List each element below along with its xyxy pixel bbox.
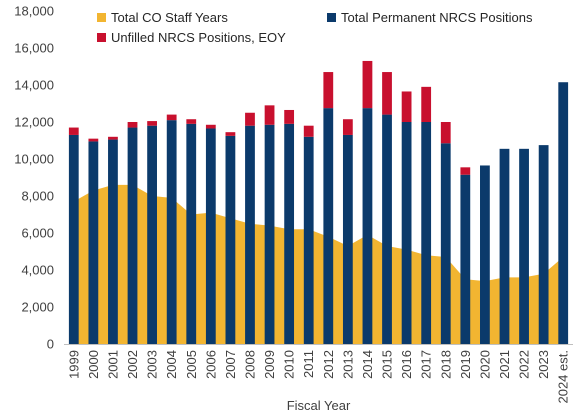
x-tick-label: 2002 xyxy=(125,350,140,379)
bar-unfilled-positions xyxy=(382,72,392,115)
bar-permanent-positions xyxy=(205,128,216,344)
y-tick-label: 10,000 xyxy=(14,152,54,167)
x-tick-label: 2016 xyxy=(399,350,414,379)
x-tick-label: 2020 xyxy=(477,350,492,379)
bar-permanent-positions xyxy=(88,141,99,344)
bar-permanent-positions xyxy=(421,122,432,344)
legend-label: Unfilled NRCS Positions, EOY xyxy=(111,30,286,45)
bar-unfilled-positions xyxy=(303,125,314,137)
x-tick-label: 2012 xyxy=(321,350,336,379)
x-tick-label: 2024 est. xyxy=(556,350,571,404)
x-tick-label: 2007 xyxy=(223,350,238,379)
bar-permanent-positions xyxy=(245,125,255,344)
bar-permanent-positions xyxy=(127,127,138,344)
x-tick-label: 2011 xyxy=(301,350,316,378)
legend-label: Total Permanent NRCS Positions xyxy=(341,10,533,25)
y-tick-label: 18,000 xyxy=(14,4,54,19)
bar-permanent-positions xyxy=(323,108,334,344)
y-tick-label: 2,000 xyxy=(21,300,54,315)
legend: Total CO Staff Years Total Permanent NRCS… xyxy=(97,10,533,45)
bar-unfilled-positions xyxy=(440,122,451,144)
x-tick-label: 2021 xyxy=(497,350,512,379)
x-tick-label: 2010 xyxy=(282,350,297,379)
x-tick-label: 2009 xyxy=(262,350,277,379)
bar-unfilled-positions xyxy=(323,72,334,109)
legend-label: Total CO Staff Years xyxy=(111,10,228,25)
bar-unfilled-positions xyxy=(284,109,295,124)
bar-permanent-positions xyxy=(382,114,392,344)
x-axis-ticks: 1999 2000 2001 2002 2003 2004 2005 2006 2007 2008… xyxy=(66,350,570,404)
bar-unfilled-positions xyxy=(362,60,373,109)
bar-permanent-positions xyxy=(401,122,412,344)
bar-unfilled-positions xyxy=(205,124,216,129)
bar-permanent-positions xyxy=(264,124,275,345)
y-tick-label: 6,000 xyxy=(21,226,54,241)
bar-unfilled-positions xyxy=(108,136,118,140)
y-tick-label: 14,000 xyxy=(14,78,54,93)
x-tick-label: 2003 xyxy=(145,350,160,379)
bar-permanent-positions xyxy=(225,135,236,344)
bar-unfilled-positions xyxy=(225,132,236,136)
bar-permanent-positions xyxy=(108,139,118,344)
x-tick-label: 2014 xyxy=(360,350,375,379)
x-tick-label: 2017 xyxy=(419,350,434,379)
bar-permanent-positions xyxy=(186,123,197,344)
legend-swatch xyxy=(97,33,106,42)
x-tick-label: 2018 xyxy=(438,350,453,379)
bar-unfilled-positions xyxy=(421,86,432,122)
bar-unfilled-positions xyxy=(342,119,353,135)
bar-series xyxy=(68,60,569,345)
x-tick-label: 2001 xyxy=(105,350,120,379)
x-tick-label: 2022 xyxy=(517,350,532,379)
x-tick-label: 2000 xyxy=(86,350,101,379)
x-tick-label: 2013 xyxy=(340,350,355,379)
bar-unfilled-positions xyxy=(166,114,177,121)
bar-unfilled-positions xyxy=(460,167,471,175)
bar-unfilled-positions xyxy=(264,105,275,125)
x-tick-label: 1999 xyxy=(66,350,81,379)
x-tick-label: 2006 xyxy=(203,350,218,379)
bar-unfilled-positions xyxy=(127,122,138,128)
bar-permanent-positions xyxy=(440,143,451,344)
bar-permanent-positions xyxy=(558,82,569,344)
y-tick-label: 8,000 xyxy=(21,189,54,204)
x-tick-label: 2004 xyxy=(164,350,179,379)
bar-permanent-positions xyxy=(68,134,79,344)
bar-unfilled-positions xyxy=(401,91,412,122)
bar-permanent-positions xyxy=(147,125,157,344)
y-tick-label: 12,000 xyxy=(14,115,54,130)
bar-permanent-positions xyxy=(538,145,549,344)
bar-unfilled-positions xyxy=(68,127,79,135)
bar-unfilled-positions xyxy=(245,112,255,126)
x-tick-label: 2008 xyxy=(242,350,257,379)
y-tick-label: 4,000 xyxy=(21,263,54,278)
bar-permanent-positions xyxy=(166,120,177,345)
x-axis-title: Fiscal Year xyxy=(287,398,351,413)
x-tick-label: 2005 xyxy=(184,350,199,379)
y-tick-label: 0 xyxy=(47,337,54,352)
bar-permanent-positions xyxy=(342,134,353,344)
x-tick-label: 2019 xyxy=(458,350,473,379)
bar-unfilled-positions xyxy=(147,121,157,126)
y-axis-ticks: 0 2,000 4,000 6,000 8,000 10,000 12,000 14,000 1… xyxy=(14,4,54,352)
bar-permanent-positions xyxy=(284,123,295,344)
bar-permanent-positions xyxy=(480,165,490,344)
bar-unfilled-positions xyxy=(186,119,197,124)
y-tick-label: 16,000 xyxy=(14,41,54,56)
bar-permanent-positions xyxy=(519,148,529,344)
legend-swatch xyxy=(327,13,336,22)
bar-permanent-positions xyxy=(499,148,510,344)
x-tick-label: 2015 xyxy=(380,350,395,379)
bar-permanent-positions xyxy=(303,136,314,344)
bar-unfilled-positions xyxy=(88,138,99,142)
bar-permanent-positions xyxy=(460,174,471,344)
bar-permanent-positions xyxy=(362,108,373,344)
x-tick-label: 2023 xyxy=(536,350,551,379)
legend-swatch xyxy=(97,13,106,22)
